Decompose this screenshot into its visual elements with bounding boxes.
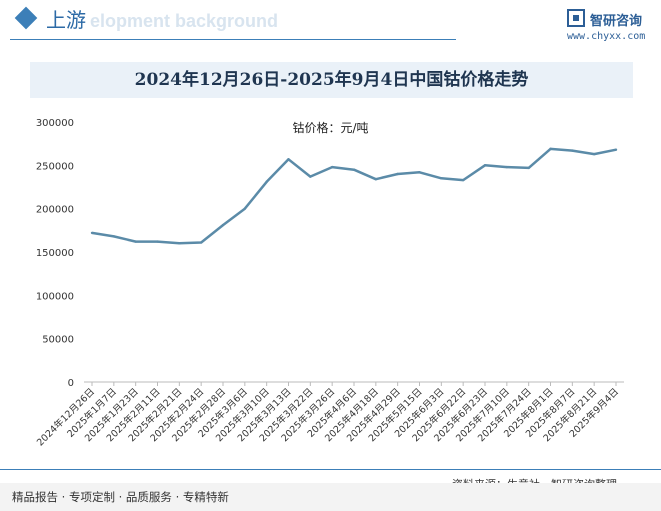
data-point (614, 148, 618, 151)
data-point (287, 158, 290, 161)
footer-divider (0, 469, 661, 470)
data-point (134, 240, 137, 243)
section-title: 上游 (46, 8, 86, 32)
data-point (352, 168, 356, 171)
footer-bar: 精品报告 · 专项定制 · 品质服务 · 专精特新 (0, 483, 661, 511)
data-point (156, 240, 159, 243)
y-tick-label: 50000 (42, 335, 74, 346)
data-point (418, 171, 421, 174)
data-point (483, 164, 487, 167)
y-tick-label: 300000 (36, 118, 74, 129)
brand-logo-icon (567, 9, 585, 27)
y-axis: 0 50000 100000 150000 200000 250000 300000 (36, 118, 74, 389)
footer-tagline: 精品报告 · 专项定制 · 品质服务 · 专精特新 (12, 490, 229, 504)
data-point (527, 166, 530, 170)
data-point (374, 178, 378, 181)
chart-title: 2024年12月26日-2025年9月4日中国钴价格走势 (134, 70, 529, 90)
unit-label: 钴价格：元/吨 (292, 121, 369, 135)
data-point (90, 231, 94, 235)
data-point (243, 207, 247, 210)
data-point (461, 178, 465, 182)
series-layer (90, 147, 618, 245)
x-axis: 2024年12月26日2025年1月7日2025年1月23日2025年2月11日… (34, 381, 624, 448)
y-tick-label: 150000 (36, 248, 74, 259)
data-point (330, 165, 334, 169)
header: elopment background 上游 智研咨询 www.chyxx.co… (0, 0, 661, 46)
header-divider (10, 39, 456, 40)
y-tick-label: 200000 (36, 205, 74, 216)
data-point (571, 149, 574, 152)
y-tick-label: 0 (68, 378, 74, 389)
data-point (221, 223, 225, 227)
data-point (112, 235, 116, 238)
data-point (309, 175, 312, 178)
data-point (396, 172, 399, 176)
series-line (91, 147, 617, 245)
data-point (199, 241, 203, 244)
chart-title-bar: 2024年12月26日-2025年9月4日中国钴价格走势 (30, 62, 633, 98)
brand-name: 智研咨询 (590, 14, 643, 29)
brand-url: www.chyxx.com (567, 31, 646, 42)
data-point (265, 180, 268, 183)
y-tick-label: 100000 (36, 291, 74, 302)
data-point (178, 242, 181, 245)
data-point (505, 165, 509, 169)
data-point (549, 147, 552, 151)
background-watermark-text: elopment background (90, 11, 279, 31)
data-point (440, 177, 443, 180)
data-point (592, 152, 596, 156)
y-tick-label: 250000 (36, 161, 74, 172)
